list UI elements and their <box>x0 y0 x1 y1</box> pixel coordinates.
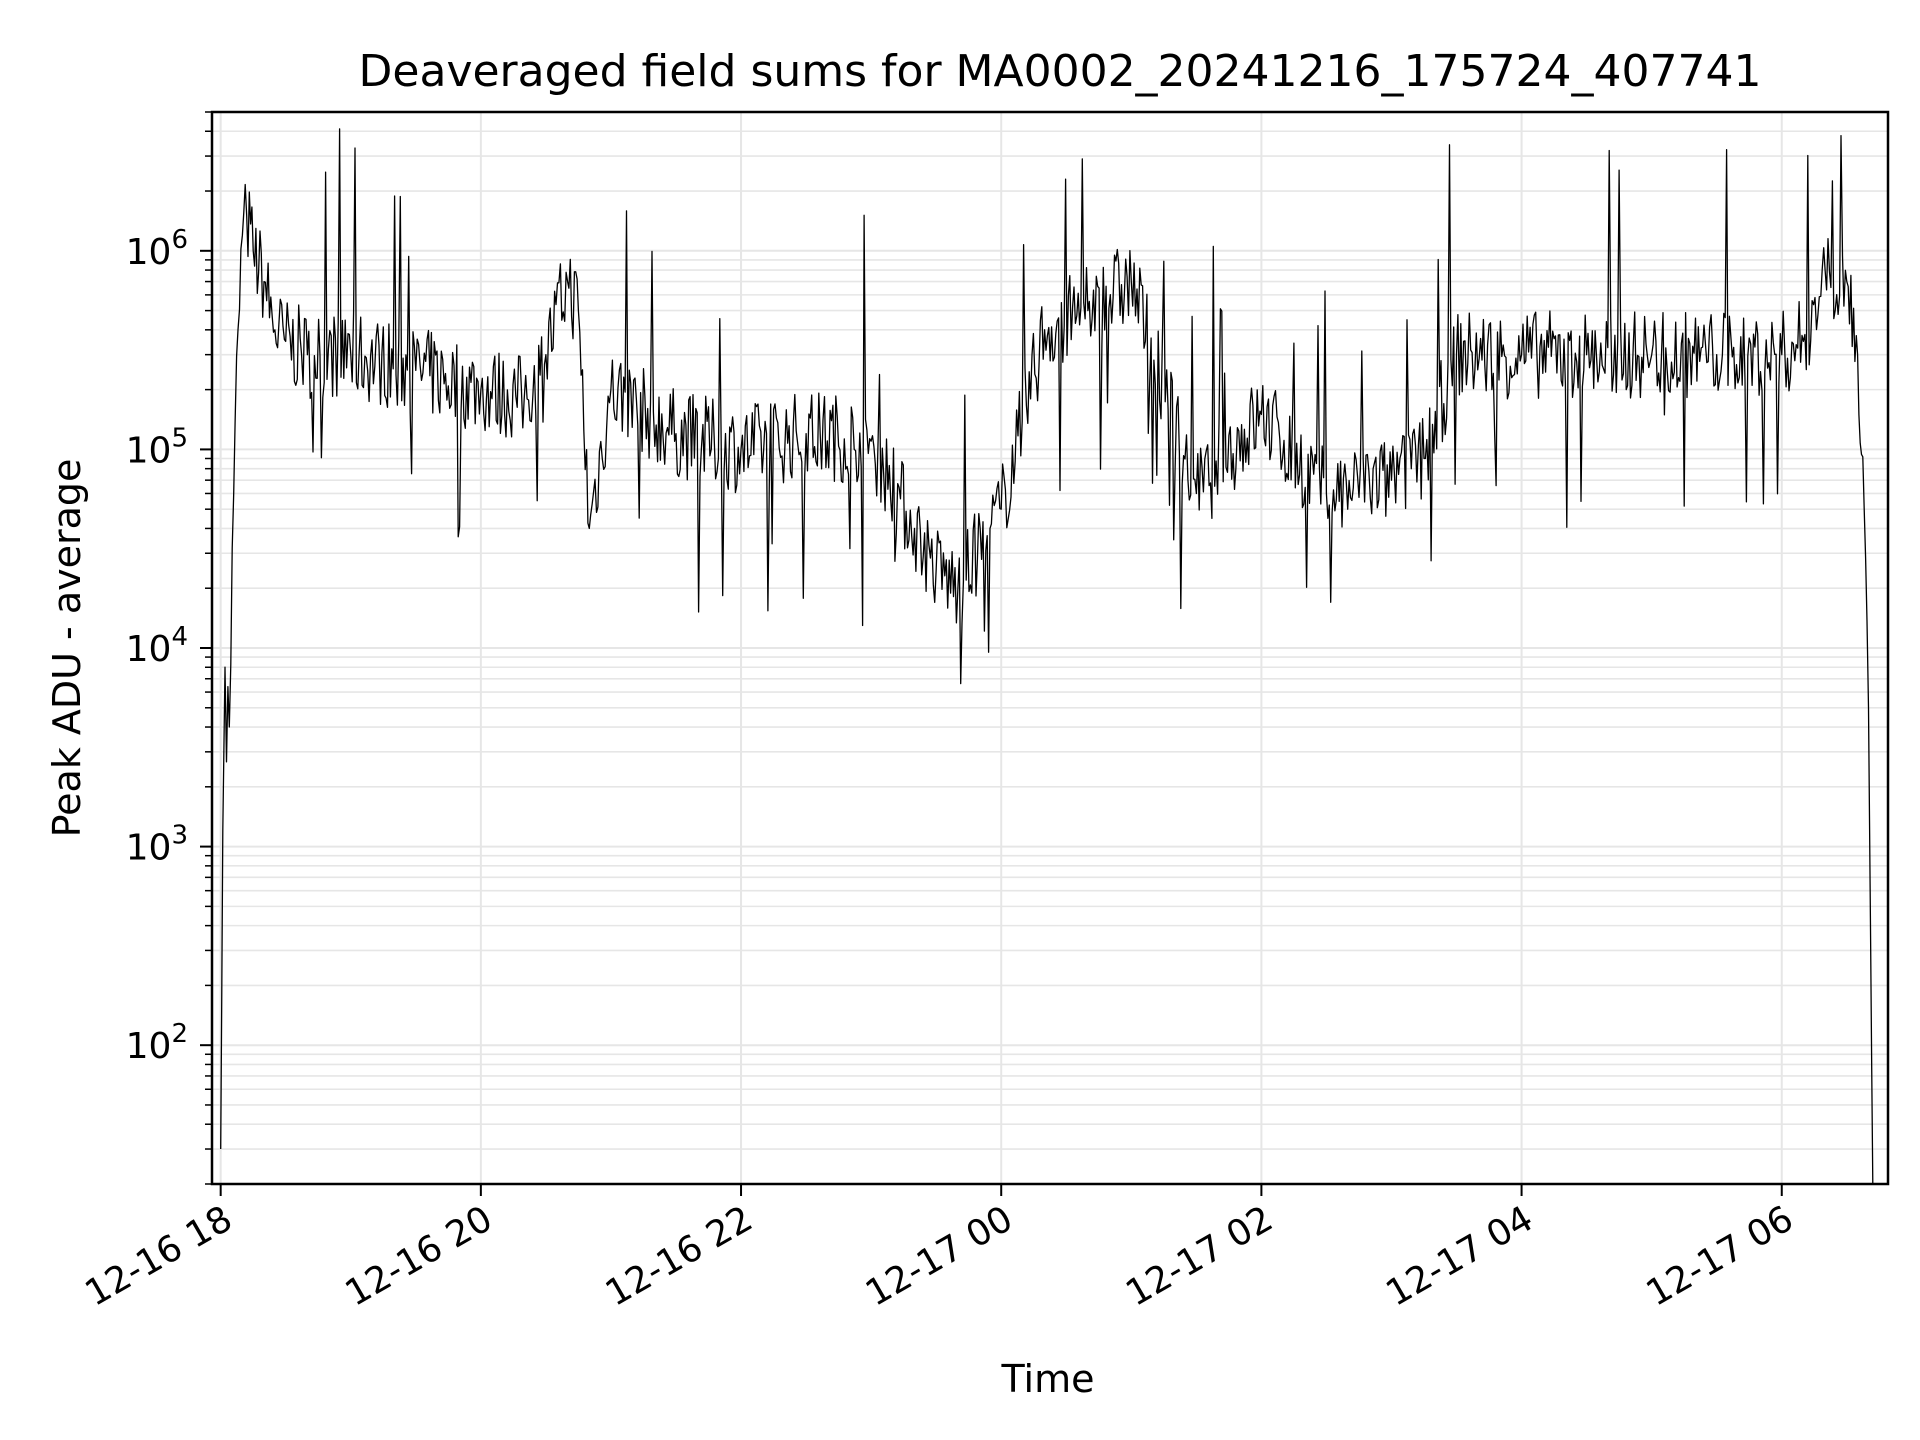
series-line <box>220 128 1874 1184</box>
y-axis-label: Peak ADU - average <box>45 459 89 838</box>
x-axis-label: Time <box>1001 1357 1095 1401</box>
y-tick-label: 102 <box>126 1019 188 1067</box>
y-tick-label: 105 <box>126 423 188 471</box>
y-tick-label: 106 <box>126 225 188 273</box>
chart-title: Deaveraged field sums for MA0002_2024121… <box>359 46 1762 97</box>
series-layer <box>220 128 1874 1184</box>
y-tick-label: 104 <box>126 622 188 670</box>
y-axis-ticks: 102 103 104 105 106 <box>126 111 212 1185</box>
y-tick-label: 103 <box>126 821 188 869</box>
